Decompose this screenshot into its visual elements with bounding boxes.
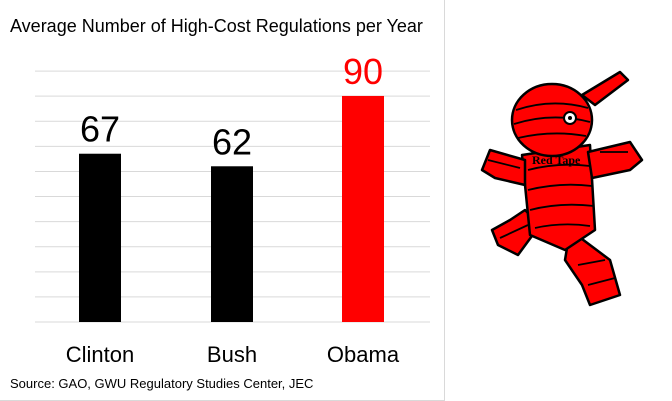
data-label-clinton: 67 (80, 109, 120, 150)
red-tape-mummy-mascot: Red Tape (480, 70, 644, 307)
x-tick-label-bush: Bush (207, 342, 257, 367)
bar-bush (211, 166, 253, 322)
x-tick-label-obama: Obama (327, 342, 400, 367)
mascot-head (510, 82, 594, 158)
data-label-bush: 62 (212, 121, 252, 162)
chart-title: Average Number of High-Cost Regulations … (10, 16, 423, 36)
data-label-obama: 90 (343, 51, 383, 92)
chart-panel: Average Number of High-Cost Regulations … (0, 0, 445, 401)
bar-clinton (79, 153, 121, 322)
bar-chart: 67 Clinton 62 Bush 90 Obama (35, 51, 430, 367)
mascot-left-arm (480, 148, 527, 187)
bar-obama (342, 95, 384, 323)
x-tick-label-clinton: Clinton (66, 342, 134, 367)
mascot-ribbon (580, 70, 630, 107)
mascot-right-arm (586, 140, 644, 180)
mascot-right-leg (563, 228, 622, 307)
chart-source: Source: GAO, GWU Regulatory Studies Cent… (10, 376, 314, 391)
mascot-label: Red Tape (532, 153, 581, 167)
